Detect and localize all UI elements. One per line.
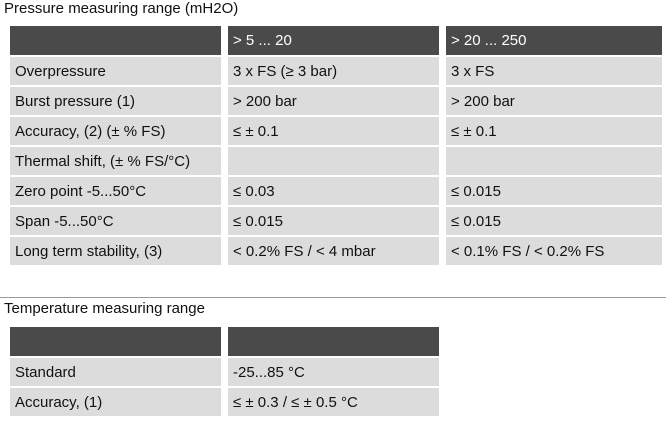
header-cell [10,26,221,55]
value-cell: < 0.1% FS / < 0.2% FS [446,237,662,265]
value-cell: > 200 bar [446,87,662,115]
header-cell: > 20 ... 250 [446,26,662,55]
value-cell: 3 x FS [446,57,662,85]
row-label: Burst pressure (1) [10,87,221,115]
value-cell: < 0.2% FS / < 4 mbar [228,237,439,265]
value-cell: ≤ 0.015 [446,177,662,205]
row-label: Span -5...50°C [10,207,221,235]
row-label: Zero point -5...50°C [10,177,221,205]
row-label: Accuracy, (1) [10,388,221,416]
row-label: Accuracy, (2) (± % FS) [10,117,221,145]
value-cell: ≤ 0.015 [228,207,439,235]
value-cell: 3 x FS (≥ 3 bar) [228,57,439,85]
row-label: Overpressure [10,57,221,85]
section-title: Temperature measuring range [4,300,205,317]
value-cell: > 200 bar [228,87,439,115]
value-cell: -25...85 °C [228,358,439,386]
value-cell: ≤ ± 0.3 / ≤ ± 0.5 °C [228,388,439,416]
row-label: Thermal shift, (± % FS/°C) [10,147,221,175]
value-cell: ≤ ± 0.1 [228,117,439,145]
value-cell [228,147,439,175]
row-label: Long term stability, (3) [10,237,221,265]
header-cell [10,327,221,356]
value-cell [446,147,662,175]
value-cell: ≤ 0.03 [228,177,439,205]
value-cell: ≤ 0.015 [446,207,662,235]
value-cell: ≤ ± 0.1 [446,117,662,145]
header-cell [228,327,439,356]
header-cell: > 5 ... 20 [228,26,439,55]
row-label: Standard [10,358,221,386]
section-title: Pressure measuring range (mH2O) [4,0,239,17]
separator [0,297,666,298]
